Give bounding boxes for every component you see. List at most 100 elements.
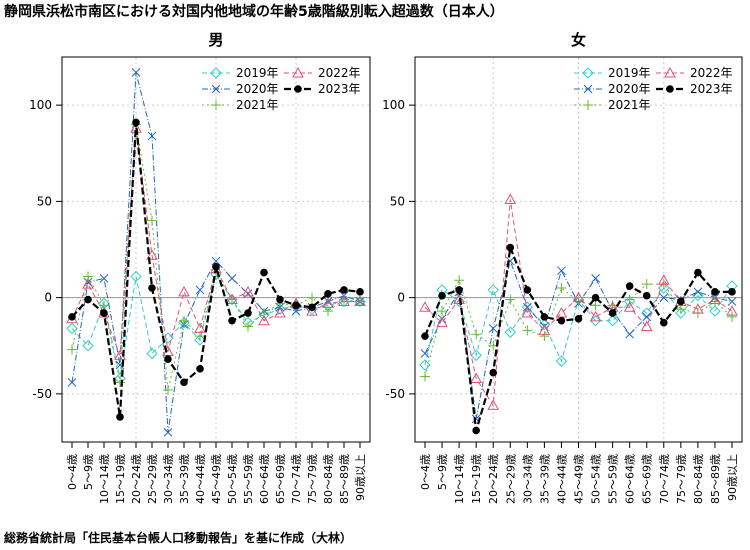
legend-marker xyxy=(292,66,304,78)
data-point xyxy=(641,307,653,319)
data-point xyxy=(67,344,77,355)
x-tick-label: 90歳以上 xyxy=(726,454,739,501)
data-point xyxy=(308,303,316,312)
data-point xyxy=(709,305,721,317)
x-tick-label: 10～14歳 xyxy=(98,454,111,504)
data-point xyxy=(623,301,636,312)
x-tick-label: 10～14歳 xyxy=(453,454,466,504)
legend-label: 2023年 xyxy=(690,82,733,96)
data-point xyxy=(276,295,284,304)
y-tick-label: -50 xyxy=(385,387,405,401)
data-point xyxy=(523,286,532,294)
x-tick-label: 65～69歳 xyxy=(274,454,287,504)
x-tick-label: 60～64歳 xyxy=(258,454,271,504)
data-point xyxy=(82,340,94,352)
data-point xyxy=(227,274,237,283)
data-point xyxy=(522,325,533,336)
x-tick-label: 85～89歳 xyxy=(338,454,351,504)
data-point xyxy=(675,307,687,319)
data-point xyxy=(438,291,446,300)
x-tick-label: 5～9歳 xyxy=(82,454,95,490)
legend-label: 2021年 xyxy=(236,98,279,112)
data-point xyxy=(472,426,480,435)
data-point xyxy=(726,305,738,316)
data-point xyxy=(436,316,448,328)
data-point xyxy=(454,275,465,286)
legend-marker xyxy=(583,84,593,94)
legend-label: 2022年 xyxy=(690,66,733,80)
y-tick-label: 100 xyxy=(29,98,52,112)
data-point xyxy=(709,293,721,305)
x-tick-label: 20～24歳 xyxy=(130,454,143,504)
data-point xyxy=(659,293,669,302)
data-point xyxy=(471,329,482,340)
data-point xyxy=(727,311,737,322)
x-tick-label: 55～59歳 xyxy=(607,454,620,504)
legend-label: 2020年 xyxy=(236,82,279,96)
source-note: 総務省統計局「住民基本台帳人口移動報告」を基に作成（大林） xyxy=(4,531,353,545)
data-point xyxy=(488,324,498,333)
data-point xyxy=(115,377,125,388)
data-point xyxy=(455,286,463,294)
x-tick-label: 40～44歳 xyxy=(194,454,207,504)
data-point xyxy=(489,368,498,377)
legend-marker xyxy=(294,85,302,93)
legend-label: 2023年 xyxy=(318,82,361,96)
chart-title: 男 xyxy=(208,31,223,49)
data-point xyxy=(419,301,431,312)
legend-marker xyxy=(664,66,676,78)
data-point xyxy=(274,306,286,318)
x-tick-label: 40～44歳 xyxy=(555,454,568,504)
data-point xyxy=(625,329,635,339)
data-point xyxy=(711,288,719,296)
chart-title: 女 xyxy=(571,31,586,49)
data-point xyxy=(487,284,499,296)
data-point xyxy=(420,371,430,382)
data-point xyxy=(195,285,205,295)
x-tick-label: 60～64歳 xyxy=(624,454,637,504)
data-point xyxy=(419,359,431,371)
x-tick-label: 35～39歳 xyxy=(538,454,551,504)
data-point xyxy=(505,294,516,305)
data-point xyxy=(180,378,188,387)
data-point xyxy=(146,347,158,360)
data-point xyxy=(194,322,206,333)
x-tick-label: 70～74歳 xyxy=(290,454,303,504)
data-point xyxy=(728,288,736,296)
data-point xyxy=(99,274,109,283)
x-tick-label: 0～4歳 xyxy=(419,454,432,490)
data-point xyxy=(258,314,270,326)
data-point xyxy=(608,309,617,317)
x-tick-label: 30～34歳 xyxy=(521,454,534,504)
data-point xyxy=(354,295,366,306)
x-tick-label: 55～59歳 xyxy=(242,454,255,504)
x-tick-label: 75～79歳 xyxy=(306,454,319,504)
data-point xyxy=(521,306,534,318)
data-point xyxy=(694,268,702,277)
data-point xyxy=(693,287,703,297)
legend-marker xyxy=(210,67,222,79)
series-line xyxy=(71,128,360,356)
x-tick-label: 90歳以上 xyxy=(354,454,367,501)
data-point xyxy=(242,285,254,297)
data-point xyxy=(147,215,157,226)
x-tick-label: 25～29歳 xyxy=(146,454,159,504)
data-point xyxy=(260,268,268,277)
data-point xyxy=(307,292,317,303)
legend-marker xyxy=(583,100,593,110)
series-2019年 xyxy=(66,268,366,385)
data-point xyxy=(306,305,318,316)
legend-marker xyxy=(211,100,221,110)
data-point xyxy=(340,286,348,294)
x-tick-label: 50～54歳 xyxy=(590,454,603,504)
data-point xyxy=(66,322,78,335)
data-point xyxy=(657,274,670,285)
x-tick-label: 20～24歳 xyxy=(487,454,500,504)
legend-marker xyxy=(666,85,674,93)
x-tick-label: 15～19歳 xyxy=(114,454,127,504)
chart-panel-2: 女 -50 0 50 100 0～4歳 5～9歳 10～14歳 15～19歳 20～24歳 25～2… xyxy=(382,31,743,504)
data-point xyxy=(641,279,652,290)
page-title: 静岡県浜松市南区における対国内他地域の年齢5歳階級別転入超過数（日本人） xyxy=(4,4,504,20)
legend-label: 2019年 xyxy=(608,66,651,80)
